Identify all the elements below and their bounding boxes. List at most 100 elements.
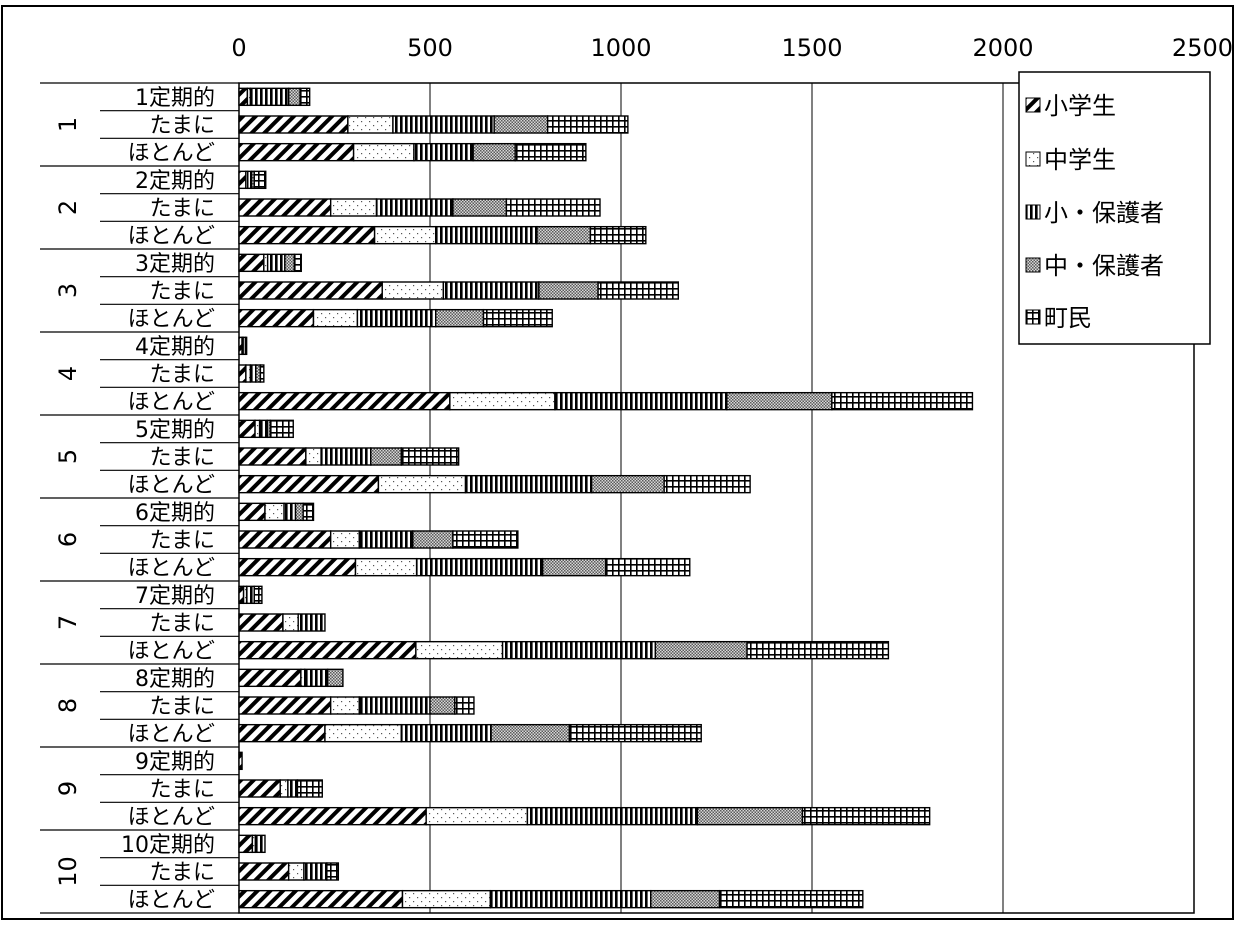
x-tick-label: 500 <box>407 34 453 62</box>
category-label: たまに <box>150 778 215 803</box>
bar-segment-series-3 <box>654 640 748 660</box>
category-label: 1定期的 <box>135 86 215 111</box>
bar-segment-series-1 <box>312 308 359 328</box>
bar-segment-series-1 <box>305 447 322 466</box>
category-label: 4定期的 <box>135 335 215 360</box>
bar-segment-series-4 <box>831 391 974 411</box>
x-axis-ticks: 0 500 1000 1500 2000 2500 <box>231 34 1233 62</box>
bar-segment-series-4 <box>597 281 680 300</box>
bar-segment-series-4 <box>546 115 629 134</box>
bar-segment-series-2 <box>358 696 431 715</box>
bar-segment-series-3 <box>493 115 549 134</box>
bar-segment-series-2 <box>249 87 290 107</box>
bar-segment-series-0 <box>238 281 383 300</box>
bar-segment-series-4 <box>299 87 311 107</box>
bar-segment-series-0 <box>238 751 243 771</box>
group-label: 9 <box>54 781 82 796</box>
bar-segment-series-2 <box>415 557 544 577</box>
category-label: 7定期的 <box>135 584 215 609</box>
bar-segment-series-3 <box>538 281 599 300</box>
group-label: 6 <box>54 532 82 547</box>
bar-segment-series-2 <box>287 779 299 798</box>
bar-segment-series-4 <box>269 419 294 439</box>
bar-segment-series-3 <box>435 308 485 328</box>
bar-segment-series-0 <box>238 253 265 273</box>
bar-segment-series-1 <box>352 142 415 162</box>
group-label: 1 <box>54 117 82 132</box>
category-label: ほとんど <box>128 473 215 498</box>
bar-segment-series-0 <box>238 889 404 909</box>
bar-segment-series-2 <box>258 419 268 439</box>
chart-frame <box>1 5 1234 920</box>
bar-segment-series-2 <box>303 862 328 881</box>
bar-segment-series-2 <box>297 613 326 632</box>
category-label: たまに <box>150 280 215 305</box>
bar-segment-series-0 <box>238 142 355 162</box>
bar-segment-series-0 <box>238 364 247 383</box>
bar-segment-series-4 <box>454 696 475 715</box>
bar-segment-series-4 <box>718 889 864 909</box>
bar-segment-series-1 <box>425 806 529 826</box>
category-label: ほとんど <box>128 722 215 747</box>
legend-swatch-grid <box>1025 309 1041 325</box>
legend-swatch-diagonal <box>1025 97 1041 113</box>
category-labels: 1定期的たまにほとんど2定期的たまにほとんど3定期的たまにほとんど4定期的たまに… <box>40 82 239 914</box>
bar-segment-series-1 <box>377 474 467 494</box>
bar-segment-series-1 <box>381 281 445 300</box>
bar-segment-series-0 <box>238 779 281 798</box>
bar-segment-series-4 <box>244 336 248 356</box>
bar-segment-series-0 <box>238 419 256 439</box>
category-label: たまに <box>150 197 215 222</box>
legend-label-2: 小・保護者 <box>1044 199 1164 227</box>
bar-segment-series-4 <box>293 253 302 273</box>
bar-segment-series-2 <box>501 640 657 660</box>
bar-segment-series-4 <box>259 364 265 383</box>
category-label: ほとんど <box>128 556 215 581</box>
bar-segment-series-2 <box>442 281 540 300</box>
group-label: 10 <box>54 856 82 887</box>
category-label: たまに <box>150 363 215 388</box>
bar-segment-series-2 <box>320 447 372 466</box>
category-label: ほとんど <box>128 141 215 166</box>
bar-segment-series-1 <box>324 723 403 743</box>
bar-segment-series-4 <box>400 447 460 466</box>
bar-segment-series-1 <box>264 502 285 522</box>
bar-segment-series-4 <box>253 170 267 190</box>
group-label: 4 <box>54 366 82 381</box>
category-label: 6定期的 <box>135 501 215 526</box>
category-label: 10定期的 <box>121 833 215 858</box>
bar-segment-series-4 <box>452 530 519 549</box>
bar-segment-series-0 <box>238 170 247 190</box>
bar-segment-series-4 <box>505 198 601 217</box>
bar-segment-series-0 <box>238 198 332 217</box>
bar-segment-series-2 <box>358 530 414 549</box>
bar-segment-series-1 <box>449 391 556 411</box>
category-label: 5定期的 <box>135 418 215 443</box>
group-label: 5 <box>54 449 82 464</box>
bar-segment-series-3 <box>490 723 571 743</box>
bar-segment-series-3 <box>650 889 721 909</box>
bar-segment-series-2 <box>464 474 593 494</box>
bar-segment-series-2 <box>554 391 728 411</box>
bar-segment-series-0 <box>238 613 284 632</box>
bar-segment-series-4 <box>253 585 263 605</box>
bar-segment-series-1 <box>287 862 305 881</box>
bar-segment-series-4 <box>746 640 890 660</box>
category-label: たまに <box>150 114 215 139</box>
bar-segment-series-0 <box>238 447 307 466</box>
bar-segment-series-3 <box>472 142 516 162</box>
legend-swatch-dots <box>1025 151 1041 167</box>
bar-segment-series-3 <box>287 87 301 107</box>
bar-segment-series-4 <box>605 557 691 577</box>
bar-segment-series-1 <box>329 530 361 549</box>
bar-segment-series-0 <box>238 668 302 688</box>
bar-segment-series-4 <box>296 779 323 798</box>
legend-item-2: 小・保護者 <box>1025 199 1164 227</box>
category-label: たまに <box>150 612 215 637</box>
category-label: 9定期的 <box>135 750 215 775</box>
bar-segment-series-0 <box>238 115 349 134</box>
bar-segment-series-3 <box>412 530 454 549</box>
legend-label-4: 町民 <box>1044 304 1092 332</box>
